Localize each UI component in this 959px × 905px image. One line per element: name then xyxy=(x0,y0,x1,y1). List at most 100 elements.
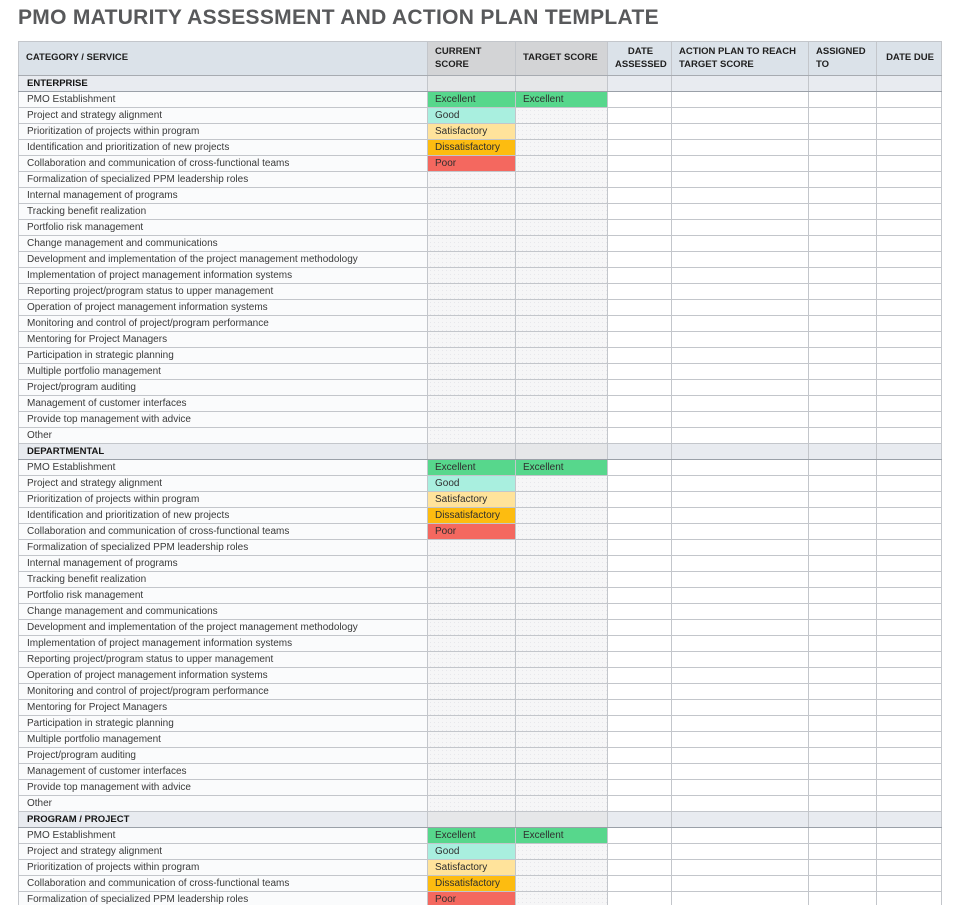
action-plan-cell[interactable] xyxy=(671,331,809,348)
assigned-to-cell[interactable] xyxy=(808,731,877,748)
current-score-cell[interactable] xyxy=(427,731,516,748)
action-plan-cell[interactable] xyxy=(671,539,809,556)
current-score-cell[interactable]: Excellent xyxy=(427,91,516,108)
current-score-cell[interactable] xyxy=(427,619,516,636)
target-score-cell[interactable]: Excellent xyxy=(515,91,608,108)
date-assessed-cell[interactable] xyxy=(607,747,672,764)
service-cell[interactable]: Provide top management with advice xyxy=(18,779,428,796)
assigned-to-cell[interactable] xyxy=(808,427,877,444)
target-score-cell[interactable] xyxy=(515,859,608,876)
action-plan-cell[interactable] xyxy=(671,363,809,380)
assigned-to-cell[interactable] xyxy=(808,155,877,172)
current-score-cell[interactable] xyxy=(427,427,516,444)
current-score-cell[interactable] xyxy=(427,795,516,812)
target-score-cell[interactable] xyxy=(515,523,608,540)
target-score-cell[interactable] xyxy=(515,203,608,220)
service-cell[interactable]: Identification and prioritization of new… xyxy=(18,139,428,156)
current-score-cell[interactable] xyxy=(427,251,516,268)
date-due-cell[interactable] xyxy=(876,843,942,860)
assigned-to-cell[interactable] xyxy=(808,635,877,652)
assigned-to-cell[interactable] xyxy=(808,139,877,156)
assigned-to-cell[interactable] xyxy=(808,283,877,300)
target-score-cell[interactable] xyxy=(515,571,608,588)
assigned-to-cell[interactable] xyxy=(808,219,877,236)
service-cell[interactable]: Multiple portfolio management xyxy=(18,731,428,748)
action-plan-cell[interactable] xyxy=(671,235,809,252)
date-assessed-cell[interactable] xyxy=(607,299,672,316)
assigned-to-cell[interactable] xyxy=(808,315,877,332)
action-plan-cell[interactable] xyxy=(671,187,809,204)
date-due-cell[interactable] xyxy=(876,651,942,668)
date-assessed-cell[interactable] xyxy=(607,891,672,905)
action-plan-cell[interactable] xyxy=(671,491,809,508)
assigned-to-cell[interactable] xyxy=(808,251,877,268)
assigned-to-cell[interactable] xyxy=(808,171,877,188)
date-assessed-cell[interactable] xyxy=(607,731,672,748)
section-cell[interactable] xyxy=(876,811,942,828)
target-score-cell[interactable] xyxy=(515,475,608,492)
date-assessed-cell[interactable] xyxy=(607,283,672,300)
date-due-cell[interactable] xyxy=(876,139,942,156)
date-assessed-cell[interactable] xyxy=(607,219,672,236)
current-score-cell[interactable]: Satisfactory xyxy=(427,491,516,508)
current-score-cell[interactable]: Good xyxy=(427,843,516,860)
section-cell[interactable] xyxy=(427,75,516,92)
service-cell[interactable]: Formalization of specialized PPM leaders… xyxy=(18,891,428,905)
section-cell[interactable] xyxy=(607,443,672,460)
service-cell[interactable]: Project and strategy alignment xyxy=(18,107,428,124)
date-due-cell[interactable] xyxy=(876,667,942,684)
service-cell[interactable]: Participation in strategic planning xyxy=(18,715,428,732)
service-cell[interactable]: Participation in strategic planning xyxy=(18,347,428,364)
current-score-cell[interactable]: Excellent xyxy=(427,459,516,476)
assigned-to-cell[interactable] xyxy=(808,411,877,428)
action-plan-cell[interactable] xyxy=(671,91,809,108)
section-cell[interactable] xyxy=(515,443,608,460)
current-score-cell[interactable]: Dissatisfactory xyxy=(427,507,516,524)
assigned-to-cell[interactable] xyxy=(808,891,877,905)
assigned-to-cell[interactable] xyxy=(808,539,877,556)
service-cell[interactable]: Tracking benefit realization xyxy=(18,203,428,220)
service-cell[interactable]: Portfolio risk management xyxy=(18,219,428,236)
service-cell[interactable]: Internal management of programs xyxy=(18,187,428,204)
date-due-cell[interactable] xyxy=(876,795,942,812)
current-score-cell[interactable]: Poor xyxy=(427,523,516,540)
service-cell[interactable]: Prioritization of projects within progra… xyxy=(18,859,428,876)
action-plan-cell[interactable] xyxy=(671,699,809,716)
target-score-cell[interactable] xyxy=(515,491,608,508)
date-assessed-cell[interactable] xyxy=(607,187,672,204)
service-cell[interactable]: Management of customer interfaces xyxy=(18,763,428,780)
action-plan-cell[interactable] xyxy=(671,299,809,316)
service-cell[interactable]: Internal management of programs xyxy=(18,555,428,572)
action-plan-cell[interactable] xyxy=(671,475,809,492)
target-score-cell[interactable] xyxy=(515,667,608,684)
date-assessed-cell[interactable] xyxy=(607,91,672,108)
current-score-cell[interactable] xyxy=(427,683,516,700)
assigned-to-cell[interactable] xyxy=(808,475,877,492)
current-score-cell[interactable] xyxy=(427,363,516,380)
current-score-cell[interactable]: Dissatisfactory xyxy=(427,139,516,156)
date-assessed-cell[interactable] xyxy=(607,347,672,364)
current-score-cell[interactable] xyxy=(427,555,516,572)
date-due-cell[interactable] xyxy=(876,475,942,492)
target-score-cell[interactable] xyxy=(515,843,608,860)
date-assessed-cell[interactable] xyxy=(607,699,672,716)
current-score-cell[interactable]: Good xyxy=(427,107,516,124)
target-score-cell[interactable] xyxy=(515,107,608,124)
assigned-to-cell[interactable] xyxy=(808,347,877,364)
service-cell[interactable]: Formalization of specialized PPM leaders… xyxy=(18,171,428,188)
service-cell[interactable]: Management of customer interfaces xyxy=(18,395,428,412)
target-score-cell[interactable] xyxy=(515,171,608,188)
action-plan-cell[interactable] xyxy=(671,427,809,444)
date-assessed-cell[interactable] xyxy=(607,603,672,620)
current-score-cell[interactable] xyxy=(427,667,516,684)
current-score-cell[interactable]: Poor xyxy=(427,155,516,172)
section-cell[interactable] xyxy=(671,443,809,460)
section-label[interactable]: DEPARTMENTAL xyxy=(18,443,428,460)
current-score-cell[interactable] xyxy=(427,779,516,796)
column-header-date-due[interactable]: DATE DUE xyxy=(876,41,942,76)
target-score-cell[interactable] xyxy=(515,235,608,252)
action-plan-cell[interactable] xyxy=(671,891,809,905)
target-score-cell[interactable] xyxy=(515,507,608,524)
current-score-cell[interactable] xyxy=(427,699,516,716)
target-score-cell[interactable] xyxy=(515,635,608,652)
